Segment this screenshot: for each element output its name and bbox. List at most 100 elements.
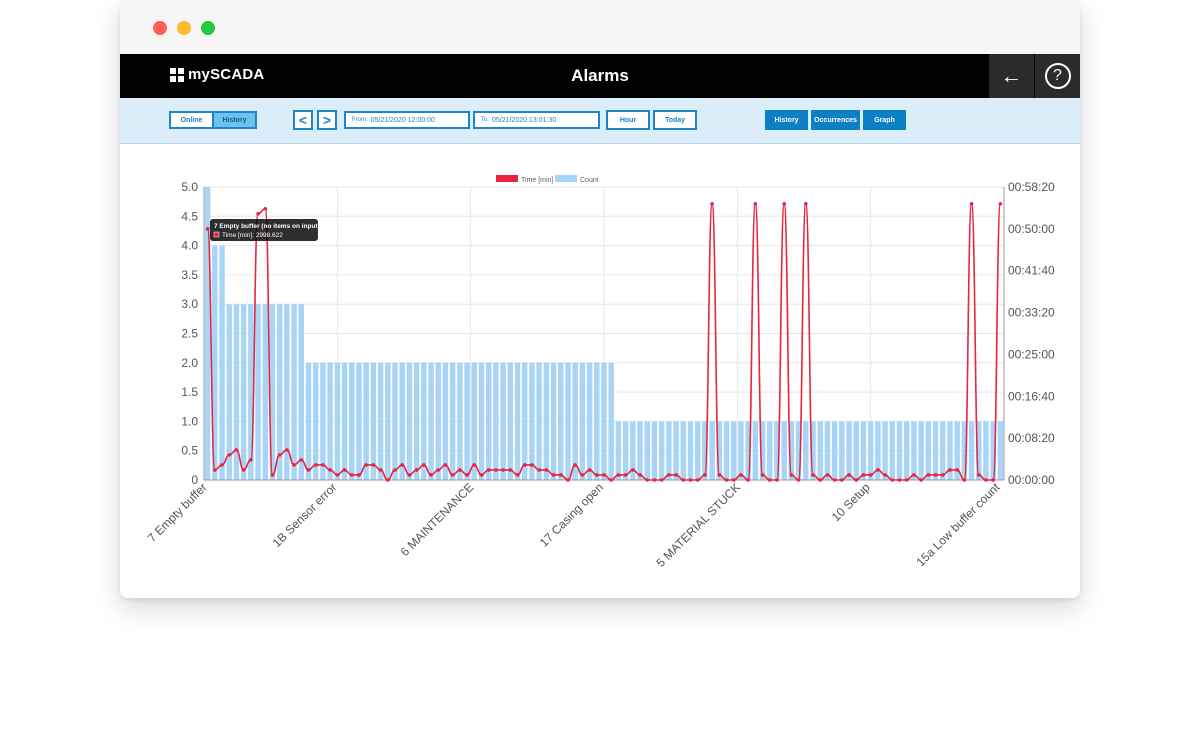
time-point — [652, 478, 657, 482]
time-point — [407, 473, 412, 477]
count-bar — [233, 304, 240, 480]
count-bar — [831, 421, 838, 480]
count-bar — [586, 362, 593, 480]
count-bar — [269, 304, 276, 480]
count-bar — [356, 362, 362, 480]
next-period-button[interactable]: > — [317, 110, 337, 130]
from-date-field[interactable]: From: 05/21/2020 12:00:00 — [344, 111, 470, 129]
count-bar — [521, 362, 528, 480]
back-button[interactable]: ← — [989, 54, 1034, 98]
history-mode-button[interactable]: History — [212, 111, 257, 129]
count-bar — [774, 421, 780, 480]
time-point — [731, 478, 736, 482]
count-bar — [529, 362, 535, 480]
time-point — [854, 478, 859, 482]
count-bar — [644, 421, 650, 480]
time-point — [998, 201, 1003, 206]
chart-tooltip: 7 Empty buffer (no items on input) Time [… — [210, 219, 320, 241]
time-point — [400, 463, 404, 467]
count-bar — [565, 362, 571, 480]
time-point — [501, 468, 505, 472]
count-bar — [853, 421, 859, 480]
legend-count-label: Count — [580, 177, 599, 184]
time-point — [868, 473, 873, 477]
time-point — [270, 473, 275, 477]
maximize-window-button[interactable] — [201, 21, 215, 35]
x-axis-category-label: 5 MATERIAL STUCK — [653, 480, 743, 570]
today-button[interactable]: Today — [653, 110, 697, 130]
time-point — [472, 463, 477, 467]
hour-button[interactable]: Hour — [606, 110, 650, 130]
online-button[interactable]: Online — [169, 111, 214, 129]
x-axis-category-label: 10 Setup — [829, 480, 873, 524]
time-point — [933, 473, 938, 477]
count-bar — [896, 421, 903, 480]
right-axis-tick-label: 00:00:00 — [1008, 473, 1055, 487]
time-point — [234, 448, 239, 452]
time-point — [263, 206, 268, 211]
time-point — [371, 463, 376, 467]
question-mark-icon: ? — [1044, 63, 1071, 89]
count-bar — [327, 362, 333, 480]
count-bar — [687, 421, 694, 480]
count-bar — [846, 421, 852, 480]
x-axis-category-label: 15a Low buffer count — [914, 480, 1003, 569]
count-bar — [932, 421, 939, 480]
count-bar — [262, 304, 268, 480]
time-point — [580, 473, 585, 477]
time-point — [976, 473, 981, 477]
count-bar — [399, 362, 405, 480]
help-button[interactable]: ? — [1035, 54, 1080, 98]
count-bar — [226, 304, 232, 480]
time-point — [594, 473, 599, 477]
time-point — [537, 468, 541, 472]
count-bar — [305, 362, 312, 480]
count-bar — [428, 362, 434, 480]
time-point — [522, 463, 527, 467]
count-bar — [817, 421, 823, 480]
count-bar — [572, 362, 578, 480]
x-axis-category-label: 6 MAINTENANCE — [398, 480, 477, 559]
time-point — [292, 463, 296, 467]
count-bar — [882, 421, 888, 480]
close-window-button[interactable] — [153, 21, 167, 35]
page-title: Alarms — [571, 66, 629, 85]
left-axis-tick-label: 0.5 — [181, 444, 198, 458]
count-bar — [997, 421, 1004, 480]
count-bar — [413, 362, 420, 480]
count-bar — [204, 187, 211, 480]
time-point — [220, 463, 224, 467]
count-bar — [810, 421, 816, 480]
tooltip-swatch — [213, 231, 220, 238]
graph-button[interactable]: Graph — [863, 110, 906, 130]
left-axis-tick-label: 1.0 — [181, 414, 198, 428]
time-point — [436, 468, 441, 472]
time-point — [285, 448, 289, 452]
count-bar — [594, 362, 600, 480]
count-bar — [875, 421, 881, 480]
left-axis-tick-label: 3.0 — [181, 297, 198, 311]
time-point — [746, 478, 750, 482]
count-bar — [500, 362, 506, 480]
count-bar — [954, 421, 960, 480]
count-bar — [968, 421, 975, 480]
time-point — [638, 473, 642, 477]
time-point — [688, 478, 693, 482]
time-point — [695, 478, 700, 482]
count-bar — [457, 362, 463, 480]
count-bar — [435, 362, 441, 480]
count-bar — [406, 362, 413, 480]
time-point — [984, 478, 988, 482]
to-date-field[interactable]: To: 05/21/2020 13:01:30 — [473, 111, 600, 129]
tooltip-title: 7 Empty buffer (no items on input) — [214, 223, 320, 230]
minimize-window-button[interactable] — [177, 21, 191, 35]
time-point — [991, 478, 995, 482]
history-view-button[interactable]: History — [765, 110, 808, 130]
chart-area: 5.0 4.5 4.0 3.5 3.0 2.5 2.0 1.5 1.0 0.5 0 00:58:20 0… — [120, 144, 1080, 598]
previous-period-button[interactable]: < — [293, 110, 313, 130]
occurrences-button[interactable]: Occurrences — [811, 110, 860, 130]
right-axis-tick-label: 00:50:00 — [1008, 222, 1055, 236]
count-bar — [601, 362, 607, 480]
chart-legend: Time [min] Count — [496, 175, 599, 184]
time-point — [443, 463, 448, 467]
